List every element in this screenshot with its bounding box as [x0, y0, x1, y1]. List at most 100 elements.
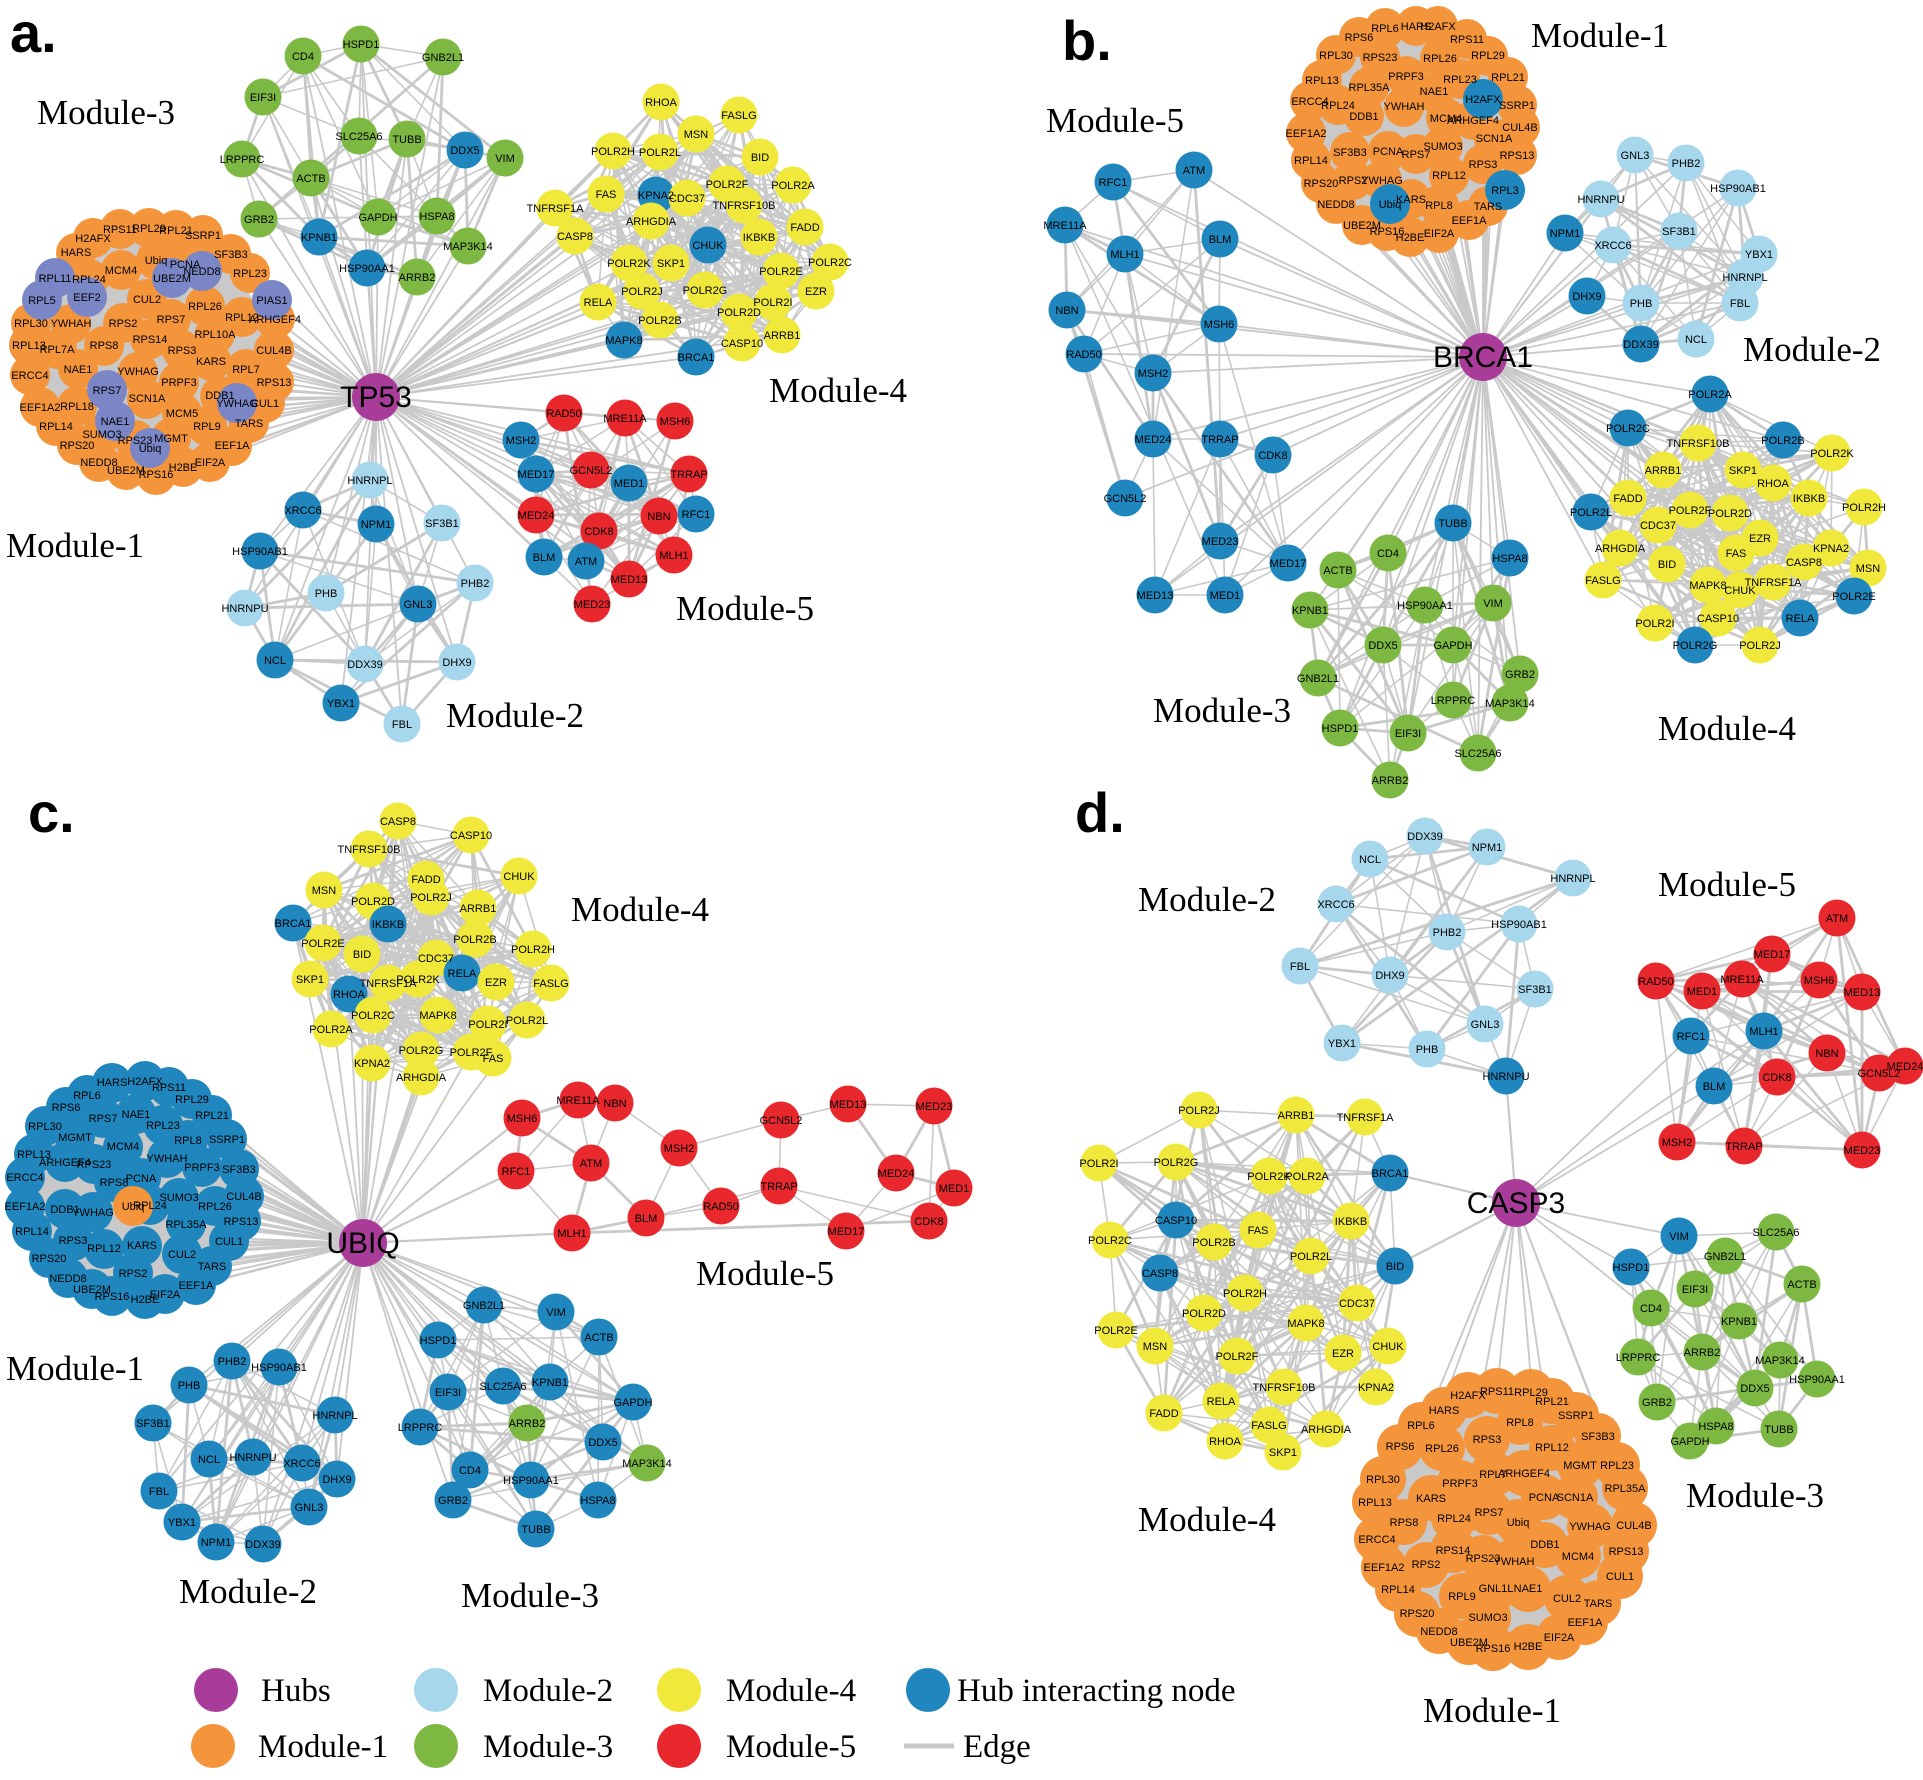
svg-text:MSH6: MSH6 [660, 416, 691, 428]
svg-text:MED1: MED1 [939, 1183, 970, 1195]
svg-text:BRCA1: BRCA1 [275, 918, 312, 930]
svg-text:MRE11A: MRE11A [603, 413, 647, 425]
svg-text:CASP8: CASP8 [1142, 1268, 1178, 1280]
svg-text:DDX5: DDX5 [1368, 640, 1397, 652]
svg-text:GNB2L1: GNB2L1 [1704, 1251, 1746, 1263]
svg-text:GRB2: GRB2 [244, 214, 274, 226]
svg-text:FBL: FBL [392, 719, 412, 731]
svg-text:RELA: RELA [1207, 1396, 1236, 1408]
svg-text:SUMO3: SUMO3 [1468, 1612, 1507, 1624]
svg-text:SKP1: SKP1 [657, 258, 685, 270]
svg-text:RPL21: RPL21 [1491, 72, 1525, 84]
svg-text:FASLG: FASLG [721, 110, 756, 122]
svg-text:ARRB1: ARRB1 [460, 903, 497, 915]
svg-text:TRRAP: TRRAP [1201, 434, 1238, 446]
svg-text:MSH2: MSH2 [1138, 368, 1169, 380]
svg-text:EIF3I: EIF3I [1682, 1284, 1708, 1296]
svg-text:NPM1: NPM1 [201, 1537, 232, 1549]
svg-text:UBE2M: UBE2M [73, 1284, 111, 1296]
svg-text:BLM: BLM [533, 552, 556, 564]
svg-text:GCN5L2: GCN5L2 [570, 465, 613, 477]
svg-text:NAE1: NAE1 [122, 1109, 151, 1121]
svg-text:MRE11A: MRE11A [556, 1095, 600, 1107]
svg-text:RPS8: RPS8 [100, 1177, 129, 1189]
svg-text:PHB: PHB [1630, 298, 1653, 310]
svg-text:RPL14: RPL14 [15, 1226, 49, 1238]
svg-text:RPS6: RPS6 [52, 1102, 81, 1114]
svg-text:PHB2: PHB2 [218, 1356, 247, 1368]
svg-text:EEF1A2: EEF1A2 [20, 402, 61, 414]
svg-text:ACTB: ACTB [1787, 1279, 1816, 1291]
svg-text:GCN5L2: GCN5L2 [1858, 1068, 1901, 1080]
svg-text:Module-4: Module-4 [571, 890, 709, 929]
svg-text:POLR2L: POLR2L [1570, 507, 1612, 519]
svg-text:ATM: ATM [580, 1158, 602, 1170]
svg-text:CDK8: CDK8 [584, 526, 613, 538]
svg-text:ATM: ATM [1183, 165, 1205, 177]
svg-text:LRPPRC: LRPPRC [1431, 695, 1476, 707]
svg-text:ARHGDIA: ARHGDIA [1301, 1424, 1352, 1436]
svg-text:CHUK: CHUK [1372, 1341, 1404, 1353]
svg-text:NCL: NCL [1359, 854, 1381, 866]
svg-text:RPL35A: RPL35A [1349, 82, 1391, 94]
svg-text:RPS23: RPS23 [1466, 1553, 1501, 1565]
svg-text:CUL2: CUL2 [168, 1249, 196, 1261]
svg-text:DHX9: DHX9 [1572, 291, 1601, 303]
svg-text:POLR2C: POLR2C [808, 257, 852, 269]
svg-text:EIF2A: EIF2A [195, 457, 226, 469]
svg-text:MSN: MSN [312, 885, 337, 897]
svg-text:ARHGDIA: ARHGDIA [626, 216, 677, 228]
svg-text:POLR2C: POLR2C [351, 1010, 395, 1022]
svg-text:CASP8: CASP8 [1786, 557, 1822, 569]
svg-text:NEDD8: NEDD8 [1420, 1626, 1457, 1638]
svg-text:XRCC6: XRCC6 [283, 1458, 320, 1470]
svg-text:RPL8: RPL8 [1506, 1417, 1534, 1429]
svg-text:Module-5: Module-5 [1046, 101, 1184, 140]
svg-text:NAE1: NAE1 [1514, 1583, 1543, 1595]
svg-text:RPL6: RPL6 [73, 1090, 101, 1102]
svg-text:DDX5: DDX5 [450, 145, 479, 157]
svg-text:KPNB1: KPNB1 [301, 232, 337, 244]
svg-text:MLH1: MLH1 [659, 550, 688, 562]
svg-text:Module-3: Module-3 [483, 1729, 613, 1765]
svg-text:RPL30: RPL30 [28, 1121, 62, 1133]
svg-text:GRB2: GRB2 [1505, 669, 1535, 681]
svg-text:GAPDH: GAPDH [1670, 1436, 1709, 1448]
svg-text:EIF2A: EIF2A [1544, 1632, 1575, 1644]
svg-text:GNL3: GNL3 [1621, 150, 1650, 162]
svg-text:RPS7: RPS7 [93, 385, 122, 397]
svg-text:RPL24: RPL24 [1437, 1513, 1471, 1525]
svg-text:ARRB2: ARRB2 [399, 272, 436, 284]
svg-text:ARHGDIA: ARHGDIA [396, 1072, 447, 1084]
svg-text:TNFRSF10B: TNFRSF10B [338, 844, 401, 856]
svg-text:NEDD8: NEDD8 [80, 457, 117, 469]
svg-text:RAD50: RAD50 [1638, 976, 1673, 988]
svg-text:MCM5: MCM5 [166, 408, 198, 420]
svg-text:Module-3: Module-3 [1686, 1476, 1824, 1515]
svg-text:H2AFX: H2AFX [1465, 94, 1501, 106]
svg-text:HNRNPU: HNRNPU [1577, 194, 1624, 206]
svg-text:TARS: TARS [235, 418, 264, 430]
svg-text:POLR2H: POLR2H [511, 944, 555, 956]
svg-text:GNB2L1: GNB2L1 [463, 1300, 505, 1312]
svg-text:SLC25A6: SLC25A6 [1752, 1227, 1799, 1239]
svg-text:MSH2: MSH2 [664, 1143, 695, 1155]
svg-text:RFC1: RFC1 [502, 1166, 531, 1178]
svg-text:SCN1A: SCN1A [129, 393, 166, 405]
svg-text:POLR2I: POLR2I [1635, 618, 1674, 630]
svg-text:POLR2B: POLR2B [453, 934, 496, 946]
svg-text:H2BE: H2BE [131, 1294, 160, 1306]
svg-text:Module-5: Module-5 [726, 1729, 856, 1765]
svg-text:RPL7A: RPL7A [40, 344, 76, 356]
svg-text:EZR: EZR [1332, 1348, 1354, 1360]
svg-text:KPNB1: KPNB1 [1292, 605, 1328, 617]
svg-text:RPS2: RPS2 [119, 1268, 148, 1280]
svg-text:FAS: FAS [1726, 548, 1747, 560]
svg-text:PCNA: PCNA [1373, 146, 1404, 158]
svg-text:FADD: FADD [790, 222, 819, 234]
svg-text:RPS14: RPS14 [1436, 1545, 1471, 1557]
svg-text:HNRNPL: HNRNPL [1550, 873, 1595, 885]
svg-text:DHX9: DHX9 [322, 1474, 351, 1486]
svg-text:FAS: FAS [1248, 1225, 1269, 1237]
svg-text:RPL30: RPL30 [1366, 1474, 1400, 1486]
